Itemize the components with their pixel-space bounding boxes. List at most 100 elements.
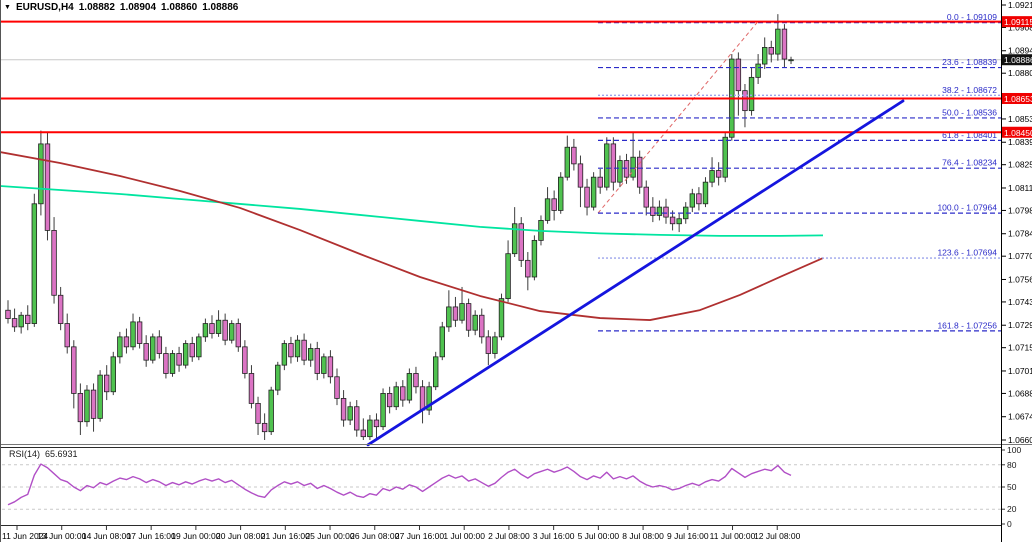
candle — [77, 383, 84, 436]
time-tick-label: 11 Jun 2024 — [2, 531, 48, 541]
price-tick-label: 1.07980 — [1008, 205, 1032, 215]
fibonacci-level-label: 161.8 - 1.07256 — [937, 320, 997, 330]
candle — [314, 341, 320, 381]
rsi-line — [7, 463, 792, 506]
horizontal-price-lines[interactable] — [0, 20, 1002, 134]
candle — [610, 137, 617, 191]
candle — [301, 333, 307, 366]
candle-body-bear — [51, 230, 57, 296]
candle — [439, 321, 445, 361]
price-alert-badge: 1.08450 — [1002, 126, 1032, 138]
candle — [176, 346, 182, 372]
badge-price-text: 1.08450 — [1004, 128, 1032, 138]
candle-body-bull — [788, 59, 794, 62]
candle — [255, 396, 261, 436]
fibonacci-baseline[interactable] — [597, 22, 758, 214]
candle — [25, 305, 31, 331]
candle — [400, 380, 406, 407]
candle-body-bull — [110, 356, 116, 393]
candle-body-bull — [294, 339, 301, 358]
candle-body-bull — [459, 303, 465, 321]
candle — [419, 380, 426, 424]
candle — [505, 240, 511, 302]
candle-body-bear — [354, 406, 360, 431]
candle — [182, 340, 189, 369]
time-tick-label: 9 Jul 16:00 — [667, 531, 709, 541]
candle-body-bear — [136, 321, 143, 344]
candle-body-bear — [669, 216, 676, 225]
fibonacci-level-label: 76.4 - 1.08234 — [942, 158, 997, 168]
candle-body-bear — [209, 323, 215, 334]
candle-body-bull — [775, 28, 781, 55]
candle — [110, 351, 116, 396]
candle-body-bear — [636, 156, 643, 188]
candle — [715, 162, 722, 186]
chart-dropdown-arrow-icon[interactable]: ▼ — [4, 3, 11, 11]
ma-fast-line[interactable] — [0, 185, 824, 237]
price-tick-label: 1.09080 — [1008, 22, 1032, 32]
candle — [18, 311, 24, 334]
candle-body-bull — [590, 176, 597, 208]
price-alert-badge: 1.09115 — [1002, 16, 1032, 28]
candle — [597, 168, 603, 194]
candle-body-bear — [696, 193, 702, 205]
candle-body-bull — [498, 298, 505, 338]
candle-body-bear — [235, 323, 241, 348]
candle-body-bull — [393, 386, 399, 408]
candle — [189, 336, 195, 362]
candle — [268, 386, 274, 436]
candle-body-bull — [676, 218, 682, 225]
candle-body-bear — [64, 323, 70, 348]
candle-body-bear — [77, 393, 84, 423]
candle — [722, 132, 728, 183]
price-alert-badge: 1.08653 — [1002, 92, 1032, 104]
candle — [51, 217, 57, 304]
candle-body-bull — [446, 306, 452, 328]
price-tick-label: 1.07840 — [1008, 229, 1032, 239]
candle — [360, 418, 367, 440]
candle-body-bull — [630, 156, 636, 178]
candle — [229, 320, 235, 344]
rsi-indicator-label: RSI(14) 65.6931 — [9, 449, 78, 459]
candle — [768, 40, 774, 63]
candle — [104, 365, 110, 401]
price-axis[interactable]: 1.09215 1.09080 1.08940 1.08805 1.08530 1.083… — [1001, 0, 1032, 542]
candle — [459, 286, 465, 324]
candle-body-bull — [722, 136, 728, 178]
ma-slow-line[interactable] — [0, 151, 824, 321]
candle-body-bull — [196, 336, 202, 358]
price-tick-label: 1.08255 — [1008, 160, 1032, 170]
price-tick-label: 1.08805 — [1008, 68, 1032, 78]
candle — [215, 310, 222, 337]
candle-body-bull — [38, 143, 44, 205]
candle — [702, 177, 709, 208]
candle — [347, 401, 353, 426]
candle — [156, 330, 163, 359]
candle — [248, 365, 255, 409]
candle-body-bull — [432, 356, 439, 388]
fibonacci-level-label: 61.8 - 1.08401 — [942, 130, 997, 140]
candle-body-bear — [143, 343, 149, 361]
rsi-scale-label: 20 — [1007, 504, 1017, 514]
candle — [143, 335, 149, 367]
fibonacci-level-label: 123.6 - 1.07694 — [937, 248, 997, 258]
candle — [136, 316, 143, 349]
candle — [235, 318, 241, 352]
candle — [57, 286, 64, 331]
candle — [643, 180, 649, 216]
candle — [334, 368, 340, 406]
candle — [202, 318, 209, 342]
price-tick-label: 1.07565 — [1008, 274, 1032, 284]
candle — [123, 328, 130, 354]
fibonacci-level-label: 23.6 - 1.08839 — [942, 57, 997, 67]
candle-body-bear — [597, 176, 603, 188]
candle-body-bull — [182, 343, 189, 366]
candle — [650, 197, 656, 223]
trend-line[interactable] — [366, 99, 905, 447]
time-tick-label: 17 Jun 16:00 — [127, 531, 176, 541]
candle — [386, 386, 393, 414]
candle — [689, 188, 696, 213]
time-tick-label: 11 Jul 00:00 — [710, 531, 756, 541]
